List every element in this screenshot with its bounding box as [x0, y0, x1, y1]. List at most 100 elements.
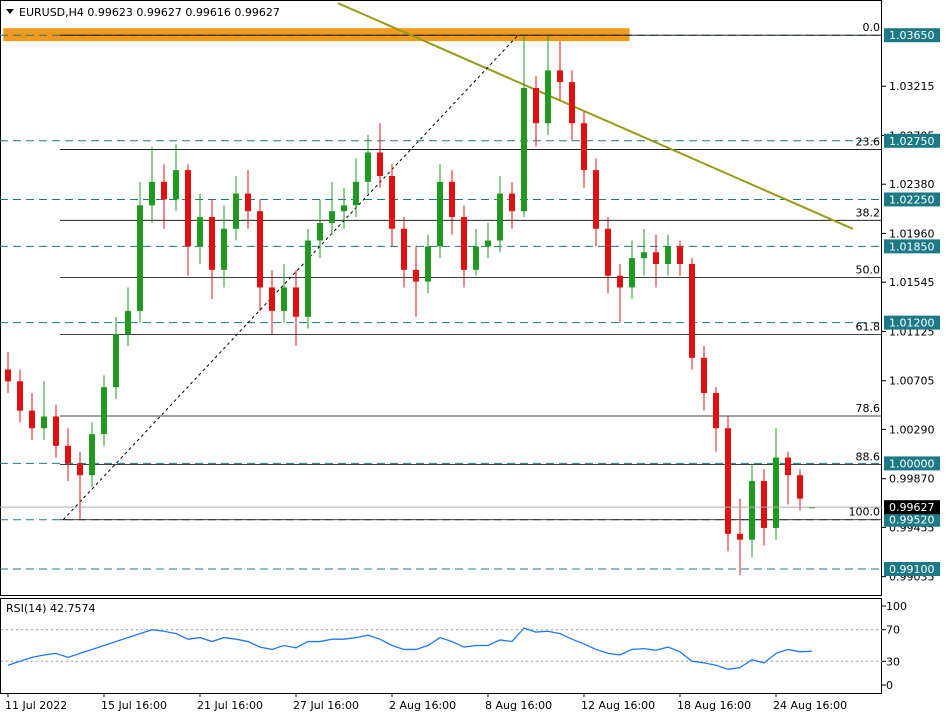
y-tick-label: 1.01545	[889, 276, 935, 289]
level-box	[884, 239, 940, 254]
level-box	[884, 512, 940, 527]
candle-body	[749, 481, 755, 540]
rsi-last: 42.7574	[50, 602, 96, 615]
level-label: 1.01850	[889, 240, 935, 253]
candle-body	[245, 193, 251, 212]
menu-arrow[interactable]	[6, 9, 14, 14]
candle-body	[413, 269, 419, 282]
candle-body	[305, 240, 311, 317]
candle-body	[89, 434, 95, 476]
close: 0.99627	[234, 6, 280, 19]
candle-body	[269, 287, 275, 311]
candle-body	[113, 334, 119, 388]
level-label: 1.00000	[889, 457, 935, 470]
x-tick-label: 21 Jul 16:00	[197, 699, 263, 712]
fib-label: 38.2	[856, 206, 881, 219]
candle-body	[137, 205, 143, 311]
x-tick-label: 18 Aug 16:00	[677, 699, 751, 712]
level-label: 1.02750	[889, 135, 935, 148]
level-box	[884, 562, 940, 577]
candle-body	[761, 481, 767, 528]
x-tick-label: 24 Aug 16:00	[773, 699, 847, 712]
candle-body	[497, 193, 503, 241]
candle-body	[233, 193, 239, 229]
rsi-tick-label: 70	[886, 624, 900, 637]
candle-body	[377, 152, 383, 176]
open: 0.99623	[87, 6, 133, 19]
level-box	[884, 456, 940, 471]
candle-body	[101, 387, 107, 435]
candle-body	[473, 246, 479, 270]
y-tick-label: 1.02380	[889, 178, 935, 191]
zone	[3, 28, 630, 42]
candle-body	[485, 240, 491, 247]
y-tick-label: 1.00705	[889, 375, 935, 388]
level-box	[884, 133, 940, 148]
fib-label: 100.0	[849, 506, 881, 519]
level-label: 0.99520	[889, 514, 935, 527]
fib-label: 0.0	[863, 21, 881, 34]
candle-body	[341, 205, 347, 212]
x-tick-label: 8 Aug 16:00	[485, 699, 552, 712]
x-tick-label: 11 Jul 2022	[5, 699, 67, 712]
rsi-name: RSI(14)	[6, 602, 46, 615]
low: 0.99616	[185, 6, 231, 19]
candle-body	[425, 246, 431, 282]
candle-body	[593, 170, 599, 229]
candle-body	[317, 222, 323, 241]
candle-body	[557, 70, 563, 83]
candle-body	[401, 228, 407, 270]
candle-body	[725, 428, 731, 534]
candle-body	[209, 217, 215, 270]
candle-body	[41, 416, 47, 429]
candle-body	[281, 287, 287, 311]
candle-body	[605, 228, 611, 276]
candle-body	[701, 357, 707, 394]
candle-body	[17, 381, 23, 411]
fib-label: 50.0	[856, 263, 881, 276]
candle-body	[173, 170, 179, 200]
price-label: 0.99627	[889, 501, 935, 514]
level-label: 1.01200	[889, 317, 935, 330]
candle-body	[329, 211, 335, 223]
candle-body	[797, 475, 803, 499]
candle-body	[65, 445, 71, 464]
y-tick-label: 1.01960	[889, 227, 935, 240]
y-tick-label: 1.00290	[889, 423, 935, 436]
candle-body	[689, 263, 695, 358]
candle-body	[581, 123, 587, 171]
candle-body	[509, 193, 515, 212]
x-tick-label: 27 Jul 16:00	[293, 699, 359, 712]
fib-anchor	[62, 34, 519, 521]
level-label: 1.02250	[889, 193, 935, 206]
x-tick-label: 12 Aug 16:00	[581, 699, 655, 712]
fib-label: 23.6	[856, 136, 881, 149]
candle-body	[617, 275, 623, 288]
candle-body	[569, 82, 575, 124]
candle-body	[737, 533, 743, 540]
candle-body	[221, 228, 227, 270]
fib-label: 78.6	[856, 402, 881, 415]
rsi-header: RSI(14) 42.7574	[6, 602, 95, 615]
candle-body	[773, 457, 779, 528]
candle-body	[665, 246, 671, 264]
candle-body	[149, 181, 155, 206]
candle-body	[77, 463, 83, 476]
x-tick-label: 2 Aug 16:00	[389, 699, 456, 712]
level-box	[884, 28, 940, 43]
fib-label: 61.8	[856, 321, 881, 334]
candle-body	[185, 170, 191, 247]
candle-body	[293, 287, 299, 317]
candle-body	[461, 217, 467, 270]
level-box	[884, 315, 940, 330]
candle-body	[389, 175, 395, 229]
level-box	[884, 192, 940, 207]
candle-body	[125, 310, 131, 335]
candle-body	[197, 217, 203, 247]
candle-body	[641, 252, 647, 259]
candle-body	[521, 87, 527, 212]
candle-body	[365, 152, 371, 182]
candle-body	[29, 410, 35, 429]
